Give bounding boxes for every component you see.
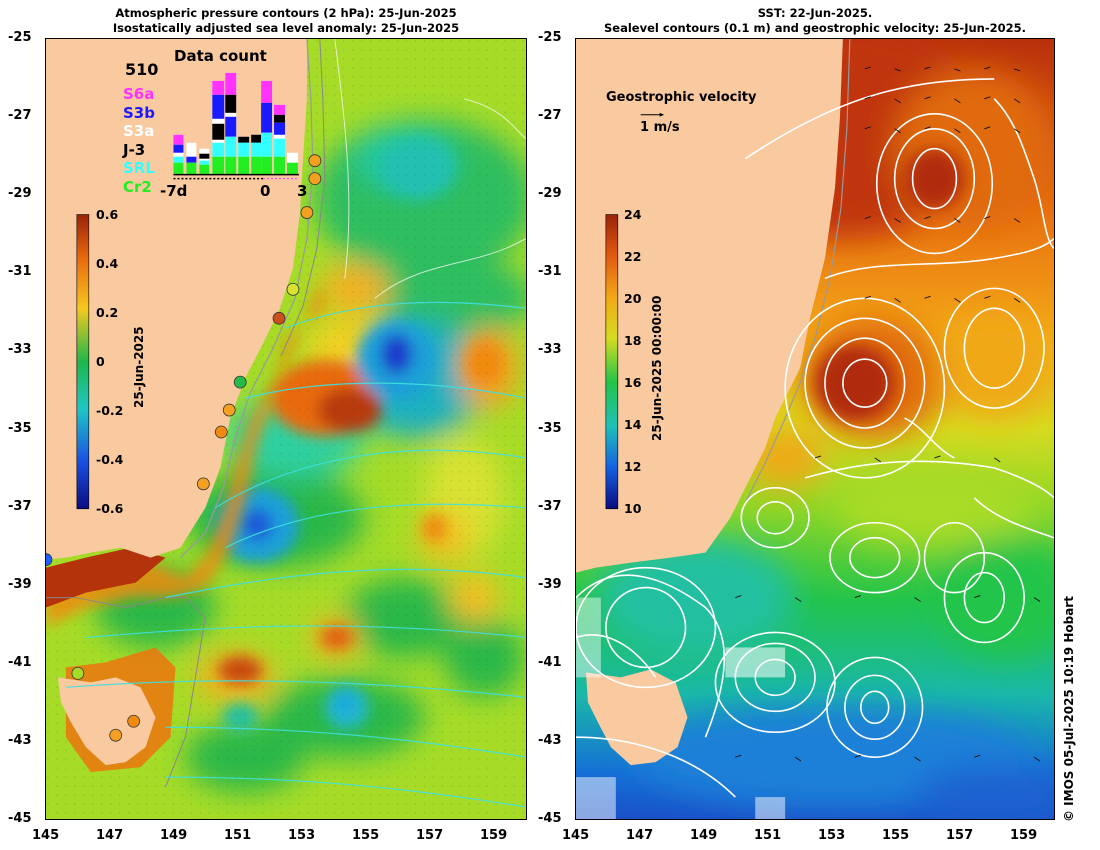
mission-legend: S6a S3b S3a J-3 SRL Cr2 — [123, 85, 155, 196]
y-tick-label: -33 — [8, 342, 32, 358]
sea-level-anomaly-canvas — [46, 39, 526, 819]
y-tick-label: -39 — [8, 576, 32, 592]
data-count-bars — [173, 72, 299, 180]
x-tick-label: 147 — [626, 828, 654, 843]
velocity-legend-title: Geostrophic velocity — [606, 90, 757, 105]
right-panel-title: SST: 22-Jun-2025. Sealevel contours (0.1… — [575, 6, 1055, 36]
left-title-line1: Atmospheric pressure contours (2 hPa): 2… — [115, 6, 457, 20]
x-tick-label: 145 — [562, 828, 590, 843]
pressure-contours — [65, 301, 526, 808]
x-tick-label: 157 — [416, 828, 444, 843]
x-tick-label: 149 — [690, 828, 718, 843]
colorbar-tick: 22 — [624, 249, 642, 264]
left-panel-title: Atmospheric pressure contours (2 hPa): 2… — [45, 6, 527, 36]
x-tick-label: 145 — [32, 828, 60, 843]
mission-cr2: Cr2 — [123, 177, 152, 196]
x-tick-label: 155 — [882, 828, 910, 843]
colorbar-tick: 20 — [624, 291, 642, 306]
x-tick-label: 159 — [480, 828, 508, 843]
mission-s3b: S3b — [123, 103, 155, 122]
sea-level-colorbar — [76, 214, 90, 510]
colorbar-tick: 16 — [624, 375, 642, 390]
cloud-mask — [576, 597, 786, 819]
colorbar-tick: -0.4 — [96, 452, 124, 467]
colorbar-tick: -0.6 — [96, 501, 124, 516]
y-tick-label: -35 — [8, 420, 32, 436]
data-count-total: 510 — [125, 60, 159, 79]
geostrophic-velocity-arrows — [735, 66, 1041, 762]
y-tick-label: -45 — [538, 811, 562, 826]
left-title-line2: Isostatically adjusted sea level anomaly… — [112, 21, 460, 35]
tasmania — [57, 677, 156, 766]
y-tick-label: -37 — [8, 498, 32, 514]
colorbar-tick: 0.2 — [96, 305, 119, 320]
right-colorbar-date: 25-Jun-2025 00:00:00 — [650, 295, 664, 441]
y-tick-label: -45 — [8, 811, 32, 826]
sst-map — [575, 38, 1055, 820]
x-tick-label: 149 — [160, 828, 188, 843]
colorbar-tick: 18 — [624, 333, 642, 348]
right-title-line1: SST: 22-Jun-2025. — [757, 6, 873, 20]
x-tick-label: 155 — [352, 828, 380, 843]
x-tick-label: 153 — [288, 828, 316, 843]
right-title-line2: Sealevel contours (0.1 m) and geostrophi… — [604, 21, 1026, 35]
colorbar-tick: 24 — [624, 207, 642, 222]
y-tick-label: -25 — [8, 30, 32, 45]
y-tick-label: -31 — [8, 264, 32, 280]
mission-s6a: S6a — [123, 85, 155, 103]
y-tick-label: -41 — [538, 654, 562, 670]
data-count-axis-end: 3 — [297, 182, 308, 200]
colorbar-tick: 0.6 — [96, 207, 119, 222]
y-tick-label: -43 — [538, 732, 562, 748]
x-tick-label: 159 — [1010, 828, 1038, 843]
velocity-legend-scale: 1 m/s — [640, 120, 680, 135]
colorbar-tick: -0.2 — [96, 403, 124, 418]
colorbar-tick: 12 — [624, 459, 642, 474]
data-count-title: Data count — [174, 47, 267, 65]
data-count-axis-zero: 0 — [260, 182, 271, 200]
data-count-axis-start: -7d — [160, 182, 188, 200]
y-tick-label: -31 — [538, 264, 562, 280]
y-tick-label: -29 — [8, 186, 32, 202]
y-tick-label: -41 — [8, 654, 32, 670]
y-tick-label: -35 — [538, 420, 562, 436]
y-tick-label: -37 — [538, 498, 562, 514]
x-tick-label: 151 — [224, 828, 252, 843]
y-tick-label: -25 — [538, 30, 562, 45]
y-tick-label: -29 — [538, 186, 562, 202]
y-tick-label: -39 — [538, 576, 562, 592]
sst-colorbar — [605, 214, 619, 510]
credit-text: © IMOS 05-Jul-2025 10:19 Hobart — [1062, 596, 1076, 822]
y-tick-label: -43 — [8, 732, 32, 748]
tide-gauge-markers — [46, 154, 322, 742]
x-tick-label: 151 — [754, 828, 782, 843]
y-tick-label: -27 — [538, 108, 562, 124]
y-tick-label: -27 — [8, 108, 32, 124]
x-tick-label: 157 — [946, 828, 974, 843]
mission-j3: J-3 — [123, 140, 146, 159]
x-tick-label: 153 — [818, 828, 846, 843]
mainland-australia — [576, 39, 843, 573]
colorbar-tick: 10 — [624, 501, 642, 516]
mission-srl: SRL — [123, 159, 155, 177]
left-colorbar-date: 25-Jun-2025 — [132, 326, 146, 408]
colorbar-tick: 0.4 — [96, 256, 119, 271]
mission-s3a: S3a — [123, 122, 155, 140]
sst-canvas — [576, 39, 1054, 819]
colorbar-tick: 14 — [624, 417, 642, 432]
x-tick-label: 147 — [96, 828, 124, 843]
y-tick-label: -33 — [538, 342, 562, 358]
tasmania — [585, 669, 688, 766]
sea-level-anomaly-map — [45, 38, 527, 820]
colorbar-tick: 0 — [96, 354, 105, 369]
